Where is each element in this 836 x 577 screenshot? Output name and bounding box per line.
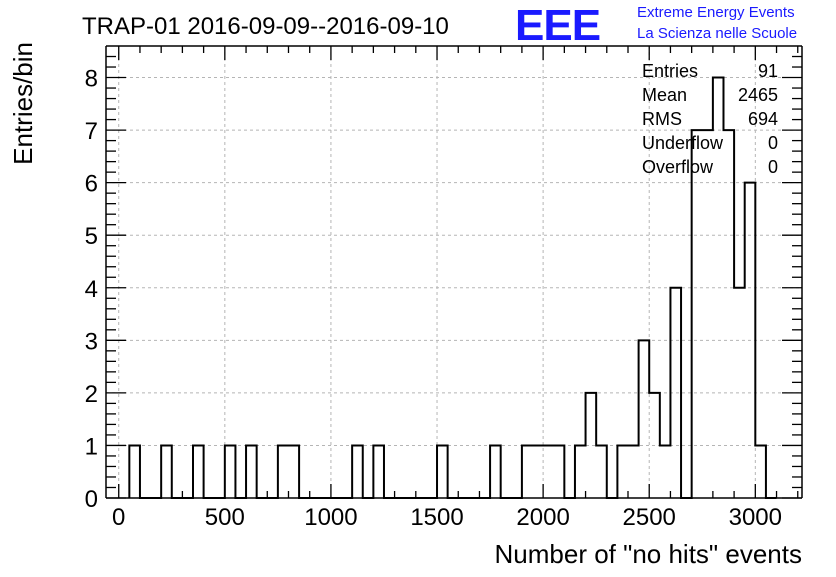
histogram-bin <box>278 445 289 498</box>
histogram-bin <box>522 445 533 498</box>
stats-label: Overflow <box>642 157 714 177</box>
histogram-bin <box>575 445 586 498</box>
logo-line2: La Scienza nelle Scuole <box>637 25 797 42</box>
y-axis-label: Entries/bin <box>8 42 38 165</box>
stats-value: 694 <box>748 109 778 129</box>
logo-mark: EEE <box>515 1 600 50</box>
histogram-bin <box>373 445 384 498</box>
logo-line1: Extreme Energy Events <box>637 4 795 21</box>
stats-label: Underflow <box>642 133 724 153</box>
y-tick-label: 1 <box>85 433 98 460</box>
x-tick-label: 500 <box>205 504 245 531</box>
x-tick-label: 3000 <box>729 504 782 531</box>
x-axis-label: Number of "no hits" events <box>495 539 803 569</box>
y-tick-label: 8 <box>85 66 98 93</box>
stats-label: RMS <box>642 109 682 129</box>
y-tick-label: 0 <box>85 486 98 513</box>
grid <box>106 46 802 498</box>
histogram-bin <box>628 445 639 498</box>
y-tick-label: 4 <box>85 276 98 303</box>
stats-value: 0 <box>768 133 778 153</box>
stats-value: 91 <box>758 61 778 81</box>
histogram-bin <box>490 445 501 498</box>
x-tick-label: 0 <box>112 504 125 531</box>
y-tick-label: 3 <box>85 328 98 355</box>
histogram-bin <box>755 445 766 498</box>
stats-value: 2465 <box>738 85 778 105</box>
histogram-bin <box>161 445 172 498</box>
histogram-bin <box>660 445 671 498</box>
histogram-bin <box>554 445 565 498</box>
eee-logo: EEE Extreme Energy Events La Scienza nel… <box>515 1 797 50</box>
histogram-bin <box>225 445 236 498</box>
stats-label: Entries <box>642 61 698 81</box>
stats-label: Mean <box>642 85 687 105</box>
histogram-bin <box>193 445 204 498</box>
histogram-bin <box>596 445 607 498</box>
histogram-bin <box>702 130 713 498</box>
histogram-bin <box>617 445 628 498</box>
x-tick-label: 1500 <box>410 504 463 531</box>
y-tick-label: 6 <box>85 171 98 198</box>
axes <box>105 45 803 499</box>
x-tick-label: 2000 <box>516 504 569 531</box>
histogram-bin <box>129 445 140 498</box>
histogram-bin <box>692 130 703 498</box>
x-tick-label: 1000 <box>304 504 357 531</box>
x-axis-ticks: 0 500 1000 1500 2000 2500 3000 <box>112 46 799 531</box>
histogram-bin <box>533 445 544 498</box>
histogram-bin <box>543 445 554 498</box>
y-axis-ticks: 0 1 2 3 4 5 6 7 8 <box>85 55 802 513</box>
y-tick-label: 5 <box>85 223 98 250</box>
x-tick-label: 2500 <box>623 504 676 531</box>
histogram-bin <box>288 445 299 498</box>
y-tick-label: 2 <box>85 381 98 408</box>
histogram-bin <box>352 445 363 498</box>
histogram-bin <box>723 130 734 498</box>
y-tick-label: 7 <box>85 118 98 145</box>
stats-box: Entries 91 Mean 2465 RMS 694 Underflow 0 Overflo… <box>642 61 778 177</box>
stats-value: 0 <box>768 157 778 177</box>
histogram-bin <box>437 445 448 498</box>
chart-title: TRAP-01 2016-09-09--2016-09-10 <box>82 13 449 40</box>
histogram-bin <box>639 340 650 498</box>
histogram-bin <box>246 445 257 498</box>
